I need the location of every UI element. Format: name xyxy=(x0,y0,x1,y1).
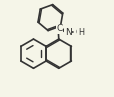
Text: O: O xyxy=(75,28,82,36)
Text: C: C xyxy=(56,24,62,33)
Text: H: H xyxy=(77,28,83,36)
Text: N: N xyxy=(64,28,71,36)
